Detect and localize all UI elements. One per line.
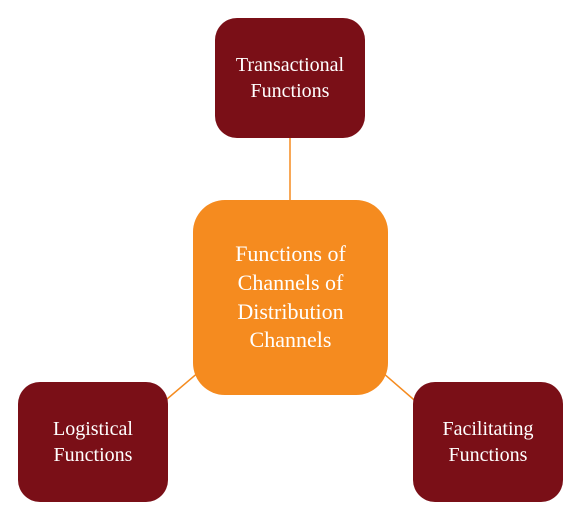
center-node: Functions of Channels of Distribution Ch… <box>193 200 388 395</box>
node-facilitating: Facilitating Functions <box>413 382 563 502</box>
node-transactional: Transactional Functions <box>215 18 365 138</box>
node-logistical: Logistical Functions <box>18 382 168 502</box>
